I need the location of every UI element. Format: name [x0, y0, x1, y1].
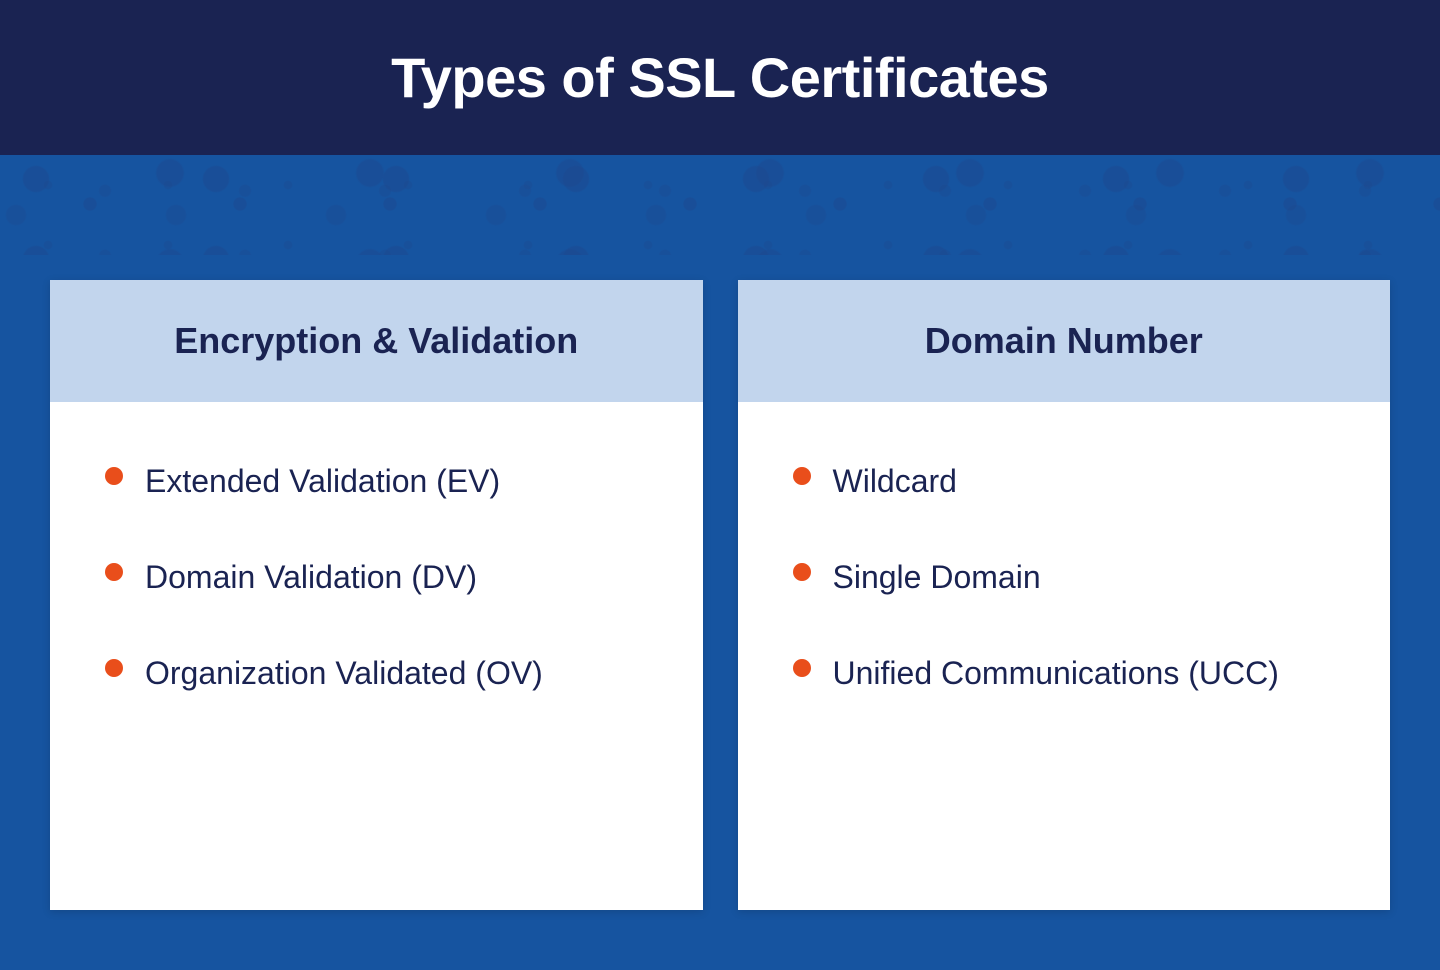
list-item: Organization Validated (OV)	[105, 649, 658, 697]
item-text: Organization Validated (OV)	[145, 649, 543, 697]
card-header: Domain Number	[738, 280, 1391, 402]
list-item: Domain Validation (DV)	[105, 553, 658, 601]
bullet-icon	[105, 467, 123, 485]
item-text: Unified Communications (UCC)	[833, 649, 1279, 697]
bullet-icon	[105, 563, 123, 581]
item-text: Extended Validation (EV)	[145, 457, 500, 505]
main-title: Types of SSL Certificates	[391, 46, 1049, 109]
texture-strip	[0, 155, 1440, 255]
list-item: Single Domain	[793, 553, 1346, 601]
list-item: Extended Validation (EV)	[105, 457, 658, 505]
item-text: Domain Validation (DV)	[145, 553, 477, 601]
bullet-icon	[793, 467, 811, 485]
bullet-icon	[793, 563, 811, 581]
infographic-container: Types of SSL Certificates Encryption & V…	[0, 0, 1440, 970]
card-encryption-validation: Encryption & Validation Extended Validat…	[50, 280, 703, 910]
list-item: Wildcard	[793, 457, 1346, 505]
card-domain-number: Domain Number Wildcard Single Domain Uni…	[738, 280, 1391, 910]
item-text: Single Domain	[833, 553, 1041, 601]
content-area: Encryption & Validation Extended Validat…	[0, 255, 1440, 970]
list-item: Unified Communications (UCC)	[793, 649, 1346, 697]
card-body: Extended Validation (EV) Domain Validati…	[50, 402, 703, 910]
item-text: Wildcard	[833, 457, 957, 505]
card-body: Wildcard Single Domain Unified Communica…	[738, 402, 1391, 910]
bullet-icon	[105, 659, 123, 677]
title-bar: Types of SSL Certificates	[0, 0, 1440, 155]
card-header-text: Domain Number	[925, 320, 1203, 361]
bullet-icon	[793, 659, 811, 677]
card-header: Encryption & Validation	[50, 280, 703, 402]
card-header-text: Encryption & Validation	[174, 320, 578, 361]
